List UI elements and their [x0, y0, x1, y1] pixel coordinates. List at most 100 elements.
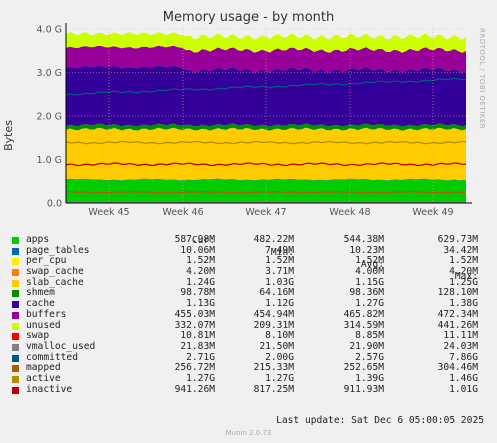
legend-name: apps — [26, 234, 50, 245]
legend-avg: 1.39G — [355, 372, 384, 384]
munin-version: Munin 2.0.73 — [225, 429, 272, 437]
line-inactive — [65, 162, 467, 167]
area-swap_cache — [66, 178, 466, 181]
legend-name: mapped — [26, 362, 61, 374]
area-shmem — [66, 123, 466, 131]
legend-max: 1.25G — [449, 276, 478, 288]
col-avg: Avg: — [360, 259, 384, 270]
legend-row-unused: unused 332.07M 209.31M 314.59M 441.26M — [12, 319, 488, 332]
legend-avg: 1.15G — [355, 276, 384, 288]
legend-name: per_cpu — [26, 255, 67, 267]
legend-row-active: active 1.27G 1.27G 1.39G 1.46G — [12, 372, 488, 385]
legend-swatch — [12, 386, 19, 394]
legend-cur: 98.78M — [180, 287, 215, 299]
legend-swatch — [12, 311, 19, 319]
x-tick-label: Week 46 — [162, 207, 203, 218]
legend-max: 441.26M — [437, 319, 478, 331]
legend-name: unused — [26, 319, 61, 331]
legend-max: 472.34M — [437, 308, 478, 320]
legend-max: 34.42M — [443, 244, 478, 256]
legend-row-inactive: inactive 941.26M 817.25M 911.93M 1.01G — [12, 383, 488, 396]
legend-name: page_tables — [26, 244, 90, 256]
legend-min: 817.25M — [253, 383, 294, 395]
area-apps — [66, 178, 466, 203]
legend-max: 128.10M — [437, 287, 478, 299]
legend-cur: 941.26M — [174, 383, 215, 395]
legend-min: 2.00G — [265, 351, 294, 363]
legend-row-swap: swap 10.81M 8.10M 8.85M 11.11M — [12, 330, 488, 342]
x-tick-label: Week 48 — [329, 207, 370, 218]
legend-swatch — [12, 365, 19, 373]
legend-name: swap — [26, 330, 50, 342]
x-tick-label: Week 47 — [245, 207, 286, 218]
legend-row-shmem: shmem 98.78M 64.16M 98.36M 128.10M — [12, 288, 488, 299]
legend-min: 1.27G — [265, 372, 294, 384]
legend-swatch — [12, 354, 19, 362]
legend-min: 1.12G — [265, 298, 294, 310]
area-unused — [66, 32, 466, 53]
col-min: Min: — [270, 247, 294, 258]
legend-cur: 256.72M — [174, 362, 215, 374]
legend-avg: 8.85M — [355, 330, 384, 342]
legend-cur: 21.83M — [180, 340, 215, 352]
legend-cur: 2.71G — [186, 351, 215, 363]
legend-row-cache: cache 1.13G 1.12G 1.27G 1.38G — [12, 298, 488, 310]
legend-row-slab_cache: slab_cache 1.24G 1.03G 1.15G 1.25G — [12, 276, 488, 289]
legend-max: 1.52M — [449, 255, 478, 267]
x-tick-label: Week 49 — [412, 207, 453, 218]
legend-avg: 911.93M — [343, 383, 384, 395]
legend-max: 304.46M — [437, 362, 478, 374]
legend-swatch — [12, 279, 19, 287]
legend-cur: 4.20M — [186, 266, 215, 278]
legend-cur: 1.52M — [186, 255, 215, 267]
legend-max: 4.20M — [449, 266, 478, 278]
col-max: Max: — [454, 271, 478, 282]
legend-name: buffers — [26, 308, 67, 320]
legend-cur: 587.98M — [174, 234, 215, 245]
legend-row-vmalloc_used: vmalloc_used 21.83M 21.50M 21.90M 24.03M — [12, 340, 488, 353]
legend-avg: 10.23M — [349, 244, 384, 256]
legend-name: inactive — [26, 383, 73, 395]
legend-cur: 10.81M — [180, 330, 215, 342]
legend-cur: 332.07M — [174, 319, 215, 331]
legend-cur: 1.24G — [186, 276, 215, 288]
legend-swatch — [12, 322, 19, 330]
legend-avg: 21.90M — [349, 340, 384, 352]
legend-swatch — [12, 269, 19, 277]
legend-min: 482.22M — [253, 234, 294, 245]
legend-swatch — [12, 375, 19, 383]
legend-max: 1.01G — [449, 383, 478, 395]
legend-name: swap_cache — [26, 266, 84, 278]
legend-max: 11.11M — [443, 330, 478, 342]
chart-title: Memory usage - by month — [162, 10, 335, 25]
legend-row-committed: committed 2.71G 2.00G 2.57G 7.86G — [12, 351, 488, 364]
legend-max: 24.03M — [443, 340, 478, 352]
legend-cur: 10.06M — [180, 244, 215, 256]
line-active — [65, 140, 467, 145]
legend-avg: 98.36M — [349, 287, 384, 299]
legend: Cur: Min: Avg: Max: apps 587.98M 482.22M 54… — [12, 223, 488, 395]
legend-name: slab_cache — [26, 276, 84, 288]
legend-row-apps: apps 587.98M 482.22M 544.38M 629.73M — [12, 234, 488, 246]
legend-name: committed — [26, 351, 78, 363]
legend-name: active — [26, 372, 61, 384]
legend-swatch — [12, 247, 19, 255]
legend-min: 1.52M — [265, 255, 294, 267]
legend-avg: 544.38M — [343, 234, 384, 245]
legend-avg: 465.82M — [343, 308, 384, 320]
legend-swatch — [12, 237, 19, 244]
legend-cur: 1.13G — [186, 298, 215, 310]
legend-min: 209.31M — [253, 319, 294, 331]
y-tick-label: 3.0 G — [37, 68, 63, 79]
y-tick-label: 1.0 G — [37, 155, 63, 166]
legend-header: Cur: Min: Avg: Max: — [12, 223, 488, 282]
legend-max: 1.46G — [449, 372, 478, 384]
legend-name: cache — [26, 298, 55, 310]
legend-row-swap_cache: swap_cache 4.20M 3.71M 4.00M 4.20M — [12, 266, 488, 278]
legend-avg: 1.52M — [355, 255, 384, 267]
legend-min: 8.10M — [265, 330, 294, 342]
legend-row-buffers: buffers 455.03M 454.94M 465.82M 472.34M — [12, 308, 488, 321]
legend-name: vmalloc_used — [26, 340, 96, 352]
legend-min: 454.94M — [253, 308, 294, 320]
